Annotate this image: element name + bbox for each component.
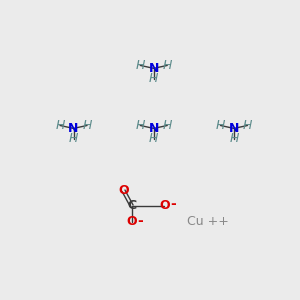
- Text: H: H: [243, 119, 252, 132]
- Text: H: H: [163, 119, 172, 132]
- Text: H: H: [136, 119, 145, 132]
- Text: C: C: [127, 199, 136, 212]
- Text: H: H: [82, 119, 92, 132]
- Text: Cu ++: Cu ++: [188, 215, 229, 229]
- Text: -: -: [170, 197, 176, 211]
- Text: H: H: [229, 132, 239, 145]
- Text: N: N: [229, 122, 239, 135]
- Text: O: O: [118, 184, 129, 197]
- Text: H: H: [216, 119, 225, 132]
- Text: O: O: [159, 199, 169, 212]
- Text: N: N: [68, 122, 79, 135]
- Text: H: H: [149, 132, 158, 145]
- Text: H: H: [149, 72, 158, 85]
- Text: H: H: [163, 59, 172, 72]
- Text: H: H: [69, 132, 78, 145]
- Text: N: N: [148, 122, 159, 135]
- Text: H: H: [136, 59, 145, 72]
- Text: O: O: [126, 215, 137, 229]
- Text: N: N: [148, 62, 159, 75]
- Text: H: H: [56, 119, 65, 132]
- Text: -: -: [138, 214, 143, 228]
